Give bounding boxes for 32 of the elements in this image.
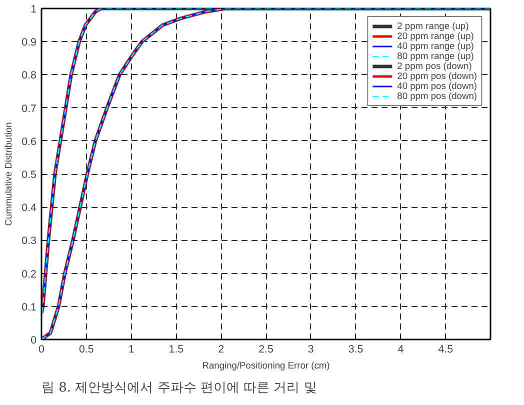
y-tick-label: 0.1 <box>22 301 37 314</box>
y-tick-label: 1 <box>30 4 37 16</box>
x-tick-label: 4.5 <box>438 344 454 356</box>
y-tick-label: 0.7 <box>22 102 37 115</box>
x-tick-label: 1 <box>128 344 134 356</box>
x-axis-title: Ranging/Positioning Error (cm) <box>202 360 330 370</box>
x-tick-label: 0.5 <box>78 344 94 356</box>
legend-label: 2 ppm pos (down) <box>397 61 472 71</box>
legend-label: 2 ppm range (up) <box>397 21 469 31</box>
legend-label: 20 ppm range (up) <box>397 31 474 41</box>
y-tick-label: 0.8 <box>22 70 37 82</box>
y-tick-label: 0.5 <box>22 169 37 181</box>
y-tick-label: 0 <box>30 334 37 346</box>
x-tick-label: 2 <box>218 344 224 356</box>
x-tick-label: 3.5 <box>348 344 364 356</box>
y-tick-label: 0.3 <box>22 235 37 248</box>
y-tick-label: 0.2 <box>22 268 37 280</box>
x-tick-label: 3 <box>308 344 314 356</box>
x-tick-label: 4 <box>398 344 404 356</box>
y-tick-label: 0.4 <box>22 202 37 214</box>
text: 림 8. 제안방식에서 주파수 편이에 따른 거리 및 <box>42 380 317 396</box>
x-tick-label: 2.5 <box>258 344 274 356</box>
legend-label: 40 ppm range (up) <box>397 41 474 51</box>
x-tick-label: 0 <box>38 344 45 356</box>
y-tick-label: 0.6 <box>22 136 37 148</box>
legend-label: 20 ppm pos (down) <box>397 71 477 81</box>
x-tick-label: 1.5 <box>168 344 184 356</box>
y-tick-label: 0.9 <box>22 36 37 49</box>
legend-label: 80 ppm pos (down) <box>397 91 477 101</box>
y-axis-title: Cummulative Distribution <box>4 122 14 226</box>
legend-label: 40 ppm pos (down) <box>397 81 477 91</box>
legend-label: 80 ppm range (up) <box>397 51 474 61</box>
